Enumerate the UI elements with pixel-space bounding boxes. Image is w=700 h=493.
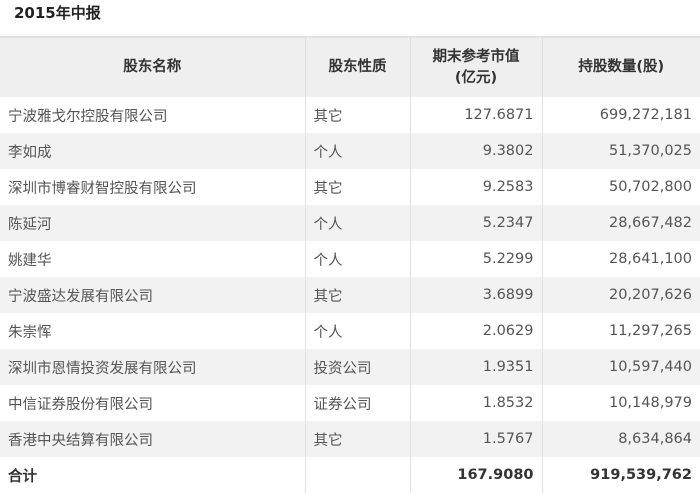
- market-value: 5.2299: [410, 241, 543, 277]
- shareholder-name: 深圳市博睿财智控股有限公司: [0, 169, 306, 205]
- header-shares: 持股数量(股): [542, 36, 700, 97]
- shareholder-name: 中信证券股份有限公司: [0, 385, 306, 421]
- total-shares: 919,539,762: [542, 457, 700, 493]
- share-count: 8,634,864: [542, 421, 700, 457]
- shareholder-type: 个人: [305, 241, 411, 277]
- table-row: 香港中央结算有限公司 其它 1.5767 8,634,864: [0, 421, 700, 457]
- table-row: 朱崇恽 个人 2.0629 11,297,265: [0, 313, 700, 349]
- shareholder-type: 个人: [305, 313, 411, 349]
- header-value: 期末参考市值 (亿元): [410, 36, 543, 97]
- shareholder-name: 陈延河: [0, 205, 306, 241]
- market-value: 9.2583: [410, 169, 543, 205]
- shareholder-type: 个人: [305, 205, 411, 241]
- market-value: 1.5767: [410, 421, 543, 457]
- share-count: 10,148,979: [608, 395, 692, 411]
- table-header: 股东名称 股东性质 期末参考市值 (亿元) 持股数量(股): [0, 36, 700, 97]
- share-count: 699,272,181: [599, 107, 692, 123]
- table-row: 深圳市博睿财智控股有限公司 其它 9.2583 50,702,800: [0, 169, 700, 205]
- shareholder-name: 朱崇恽: [0, 313, 306, 349]
- table-row: 陈延河 个人 5.2347 28,667,482: [0, 205, 700, 241]
- table-row: 宁波盛达发展有限公司 其它 3.6899 20,207,626: [0, 277, 700, 313]
- header-value-line1: 期末参考市值: [432, 48, 520, 65]
- shareholder-name: 姚建华: [0, 241, 306, 277]
- market-value: 3.6899: [410, 277, 543, 313]
- shareholder-type: 其它: [305, 421, 411, 457]
- shareholder-type: 投资公司: [305, 349, 411, 385]
- shareholder-type: 其它: [305, 97, 411, 133]
- share-count: 51,370,025: [542, 133, 700, 169]
- shareholder-name: 香港中央结算有限公司: [0, 421, 306, 457]
- header-name: 股东名称: [0, 36, 306, 97]
- table-row: 姚建华 个人 5.2299 28,641,100: [0, 241, 700, 277]
- total-type: [305, 457, 411, 493]
- header-value-line2: (亿元): [454, 69, 498, 86]
- shareholder-type: 其它: [305, 277, 411, 313]
- shareholder-type: 其它: [305, 169, 411, 205]
- report-period-title: 2015年中报: [14, 4, 101, 22]
- total-value: 167.9080: [410, 457, 543, 493]
- table-row: 宁波雅戈尔控股有限公司 其它 127.6871 699,272,181: [0, 97, 700, 133]
- share-count: 11,297,265: [608, 323, 692, 339]
- shareholder-name: 深圳市恩情投资发展有限公司: [0, 349, 306, 385]
- total-row: 合计 167.9080 919,539,762: [0, 457, 700, 493]
- shareholder-name: 李如成: [0, 133, 306, 169]
- total-label: 合计: [0, 457, 306, 493]
- table-row: 李如成 个人 9.3802 51,370,025: [0, 133, 700, 169]
- market-value: 9.3802: [410, 133, 543, 169]
- share-count: 10,597,440: [542, 349, 700, 385]
- shareholder-name: 宁波盛达发展有限公司: [0, 277, 306, 313]
- table-row: 深圳市恩情投资发展有限公司 投资公司 1.9351 10,597,440: [0, 349, 700, 385]
- shareholders-table: 股东名称 股东性质 期末参考市值 (亿元) 持股数量(股) 宁波雅戈尔控股有限公司…: [0, 36, 700, 493]
- market-value: 127.6871: [410, 97, 543, 133]
- market-value: 1.9351: [410, 349, 543, 385]
- share-count: 20,207,626: [542, 277, 700, 313]
- shareholder-name: 宁波雅戈尔控股有限公司: [0, 97, 306, 133]
- table-row: 中信证券股份有限公司 证券公司 1.8532 10,148,979: [0, 385, 700, 421]
- header-type: 股东性质: [305, 36, 411, 97]
- market-value: 1.8532: [410, 385, 543, 421]
- share-count: 50,702,800: [608, 179, 692, 195]
- market-value: 5.2347: [410, 205, 543, 241]
- shareholder-type: 证券公司: [305, 385, 411, 421]
- market-value: 2.0629: [410, 313, 543, 349]
- share-count: 28,641,100: [608, 251, 692, 267]
- share-count: 28,667,482: [542, 205, 700, 241]
- shareholder-type: 个人: [305, 133, 411, 169]
